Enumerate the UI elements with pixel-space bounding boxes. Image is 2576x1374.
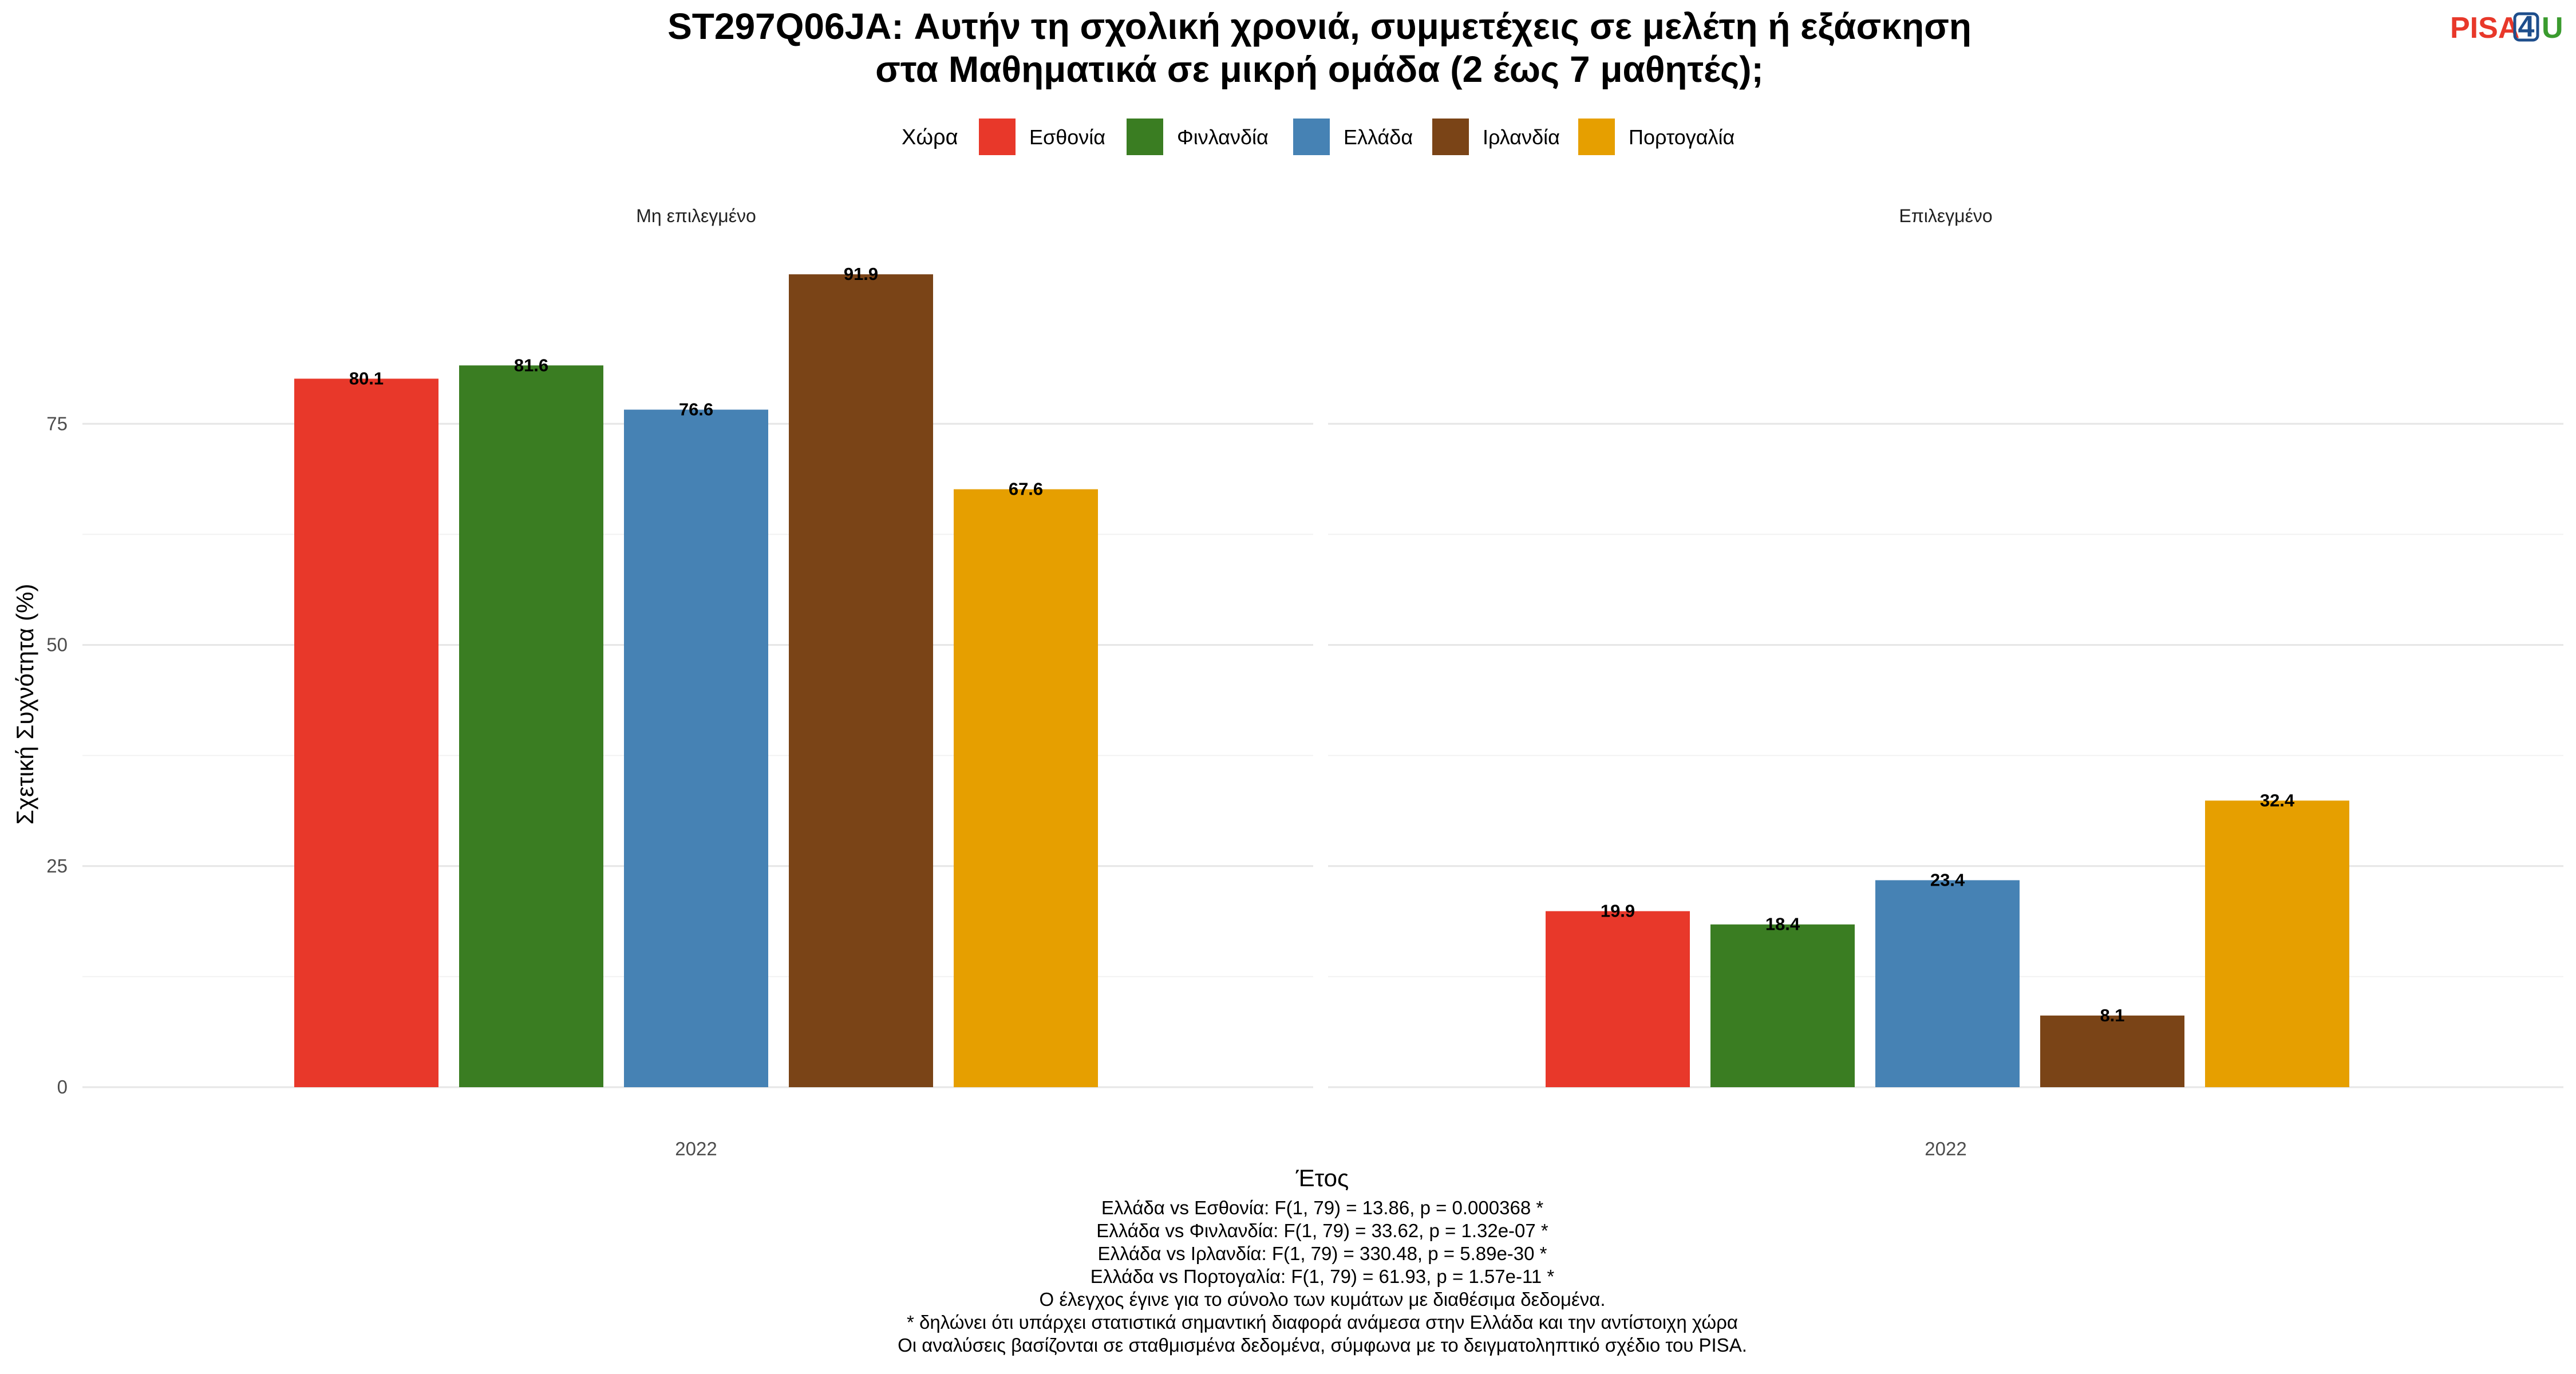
bar-value-label: 76.6 xyxy=(679,400,713,420)
caption-line: * δηλώνει ότι υπάρχει στατιστικά σημαντι… xyxy=(907,1312,1738,1333)
y-tick-label: 75 xyxy=(46,413,68,434)
bar-value-label: 80.1 xyxy=(349,368,384,388)
y-axis-title: Σχετική Συχνότητα (%) xyxy=(11,584,38,825)
data-labels: 80.1 81.6 76.6 91.9 67.6 19.9 18.4 23.4 8.1 32.4 xyxy=(349,264,2295,1025)
y-tick-label: 50 xyxy=(46,634,68,656)
bars xyxy=(294,274,2349,1087)
pisa4u-logo: PISA 4 U xyxy=(2450,10,2563,45)
bar xyxy=(789,274,933,1087)
caption-line: Ελλάδα vs Ιρλανδία: F(1, 79) = 330.48, p… xyxy=(1097,1243,1547,1264)
bar-value-label: 19.9 xyxy=(1601,901,1635,921)
y-tick-label: 0 xyxy=(57,1076,68,1097)
caption-line: Ελλάδα vs Εσθονία: F(1, 79) = 13.86, p =… xyxy=(1101,1197,1544,1218)
bar xyxy=(294,378,438,1087)
bar-value-label: 18.4 xyxy=(1765,914,1800,934)
bar-value-label: 81.6 xyxy=(514,355,548,375)
logo-text-4: 4 xyxy=(2518,10,2535,44)
legend-label: Ιρλανδία xyxy=(1483,125,1560,149)
logo-text-u: U xyxy=(2542,11,2563,45)
gridlines xyxy=(82,423,2563,1088)
legend-label: Πορτογαλία xyxy=(1629,125,1735,149)
facet-label-selected: Επιλεγμένο xyxy=(1899,206,1992,226)
legend-label: Φινλανδία xyxy=(1177,125,1269,149)
logo-box xyxy=(2513,12,2539,42)
legend-item: Εσθονία xyxy=(979,119,1105,155)
bar-value-label: 32.4 xyxy=(2260,790,2295,810)
chart-title-line-1: ST297Q06JA: Αυτήν τη σχολική χρονιά, συμ… xyxy=(667,6,1971,47)
bar xyxy=(624,409,768,1087)
caption-line: Ελλάδα vs Πορτογαλία: F(1, 79) = 61.93, … xyxy=(1091,1266,1555,1287)
legend-swatch xyxy=(1432,119,1469,155)
x-axis-title: Έτος xyxy=(1295,1164,1349,1191)
y-axis-ticks: 0 25 50 75 xyxy=(46,413,68,1097)
chart-title-line-2: στα Μαθηματικά σε μικρή ομάδα (2 έως 7 μ… xyxy=(875,49,1764,90)
legend-item: Ελλάδα xyxy=(1293,119,1413,155)
bar xyxy=(459,365,603,1087)
bar xyxy=(1546,911,1690,1087)
bar-value-label: 91.9 xyxy=(844,264,878,284)
caption-line: Ελλάδα vs Φινλανδία: F(1, 79) = 33.62, p… xyxy=(1096,1220,1548,1241)
x-tick-left: 2022 xyxy=(675,1138,717,1159)
legend: Χώρα Εσθονία Φινλανδία Ελλάδα Ιρλανδία Πορτο… xyxy=(902,119,1735,155)
caption-line: Οι αναλύσεις βασίζονται σε σταθμισμένα δ… xyxy=(898,1334,1747,1356)
legend-swatch xyxy=(1578,119,1615,155)
bar xyxy=(954,489,1098,1087)
legend-swatch xyxy=(1127,119,1163,155)
legend-item: Ιρλανδία xyxy=(1432,119,1560,155)
legend-swatch xyxy=(1293,119,1330,155)
bar xyxy=(2040,1015,2184,1087)
logo-text-pisa: PISA xyxy=(2450,11,2519,45)
legend-title: Χώρα xyxy=(902,125,958,149)
x-tick-right: 2022 xyxy=(1925,1138,1966,1159)
legend-item: Φινλανδία xyxy=(1127,119,1269,155)
caption-line: Ο έλεγχος έγινε για το σύνολο των κυμάτω… xyxy=(1040,1289,1606,1310)
caption: Ελλάδα vs Εσθονία: F(1, 79) = 13.86, p =… xyxy=(898,1197,1747,1356)
bar xyxy=(2205,800,2349,1087)
bar xyxy=(1710,924,1855,1087)
legend-item: Πορτογαλία xyxy=(1578,119,1735,155)
legend-swatch xyxy=(979,119,1016,155)
bar-value-label: 23.4 xyxy=(1930,870,1965,890)
legend-label: Εσθονία xyxy=(1029,125,1105,149)
y-tick-label: 25 xyxy=(46,855,68,876)
facet-label-not-selected: Μη επιλεγμένο xyxy=(636,206,756,226)
bar xyxy=(1875,880,2020,1087)
bar-value-label: 67.6 xyxy=(1009,479,1043,499)
bar-value-label: 8.1 xyxy=(2100,1005,2124,1025)
legend-label: Ελλάδα xyxy=(1344,125,1413,149)
